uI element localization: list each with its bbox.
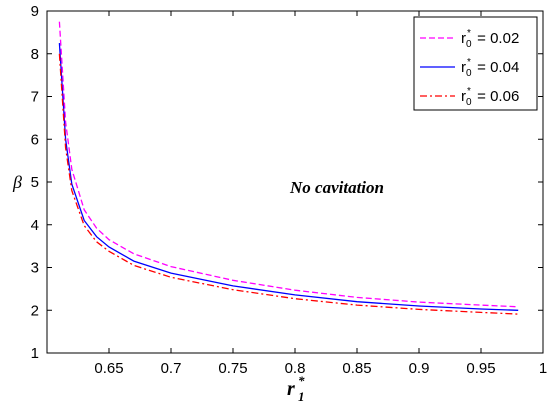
y-axis-label: β	[12, 172, 22, 192]
y-tick-label: 1	[31, 345, 39, 362]
x-axis: 0.65 0.7 0.75 0.8 0.85 0.9 0.95 1	[94, 11, 547, 377]
series-line-1	[58, 21, 519, 308]
x-tick-label: 0.85	[342, 360, 371, 377]
series-line-2	[58, 43, 519, 311]
y-tick-label: 7	[31, 89, 39, 106]
legend-entry-1: r* 0 = 0.02	[420, 28, 519, 50]
x-tick-label: 0.8	[285, 360, 306, 377]
y-tick-label: 9	[31, 3, 39, 20]
y-tick-label: 3	[31, 260, 39, 277]
legend-label: r* 0 = 0.06	[461, 86, 519, 108]
series-layer	[58, 21, 519, 315]
x-tick-label: 0.65	[94, 360, 123, 377]
x-axis-label-superscript: *	[298, 373, 305, 388]
legend-entry-2: r* 0 = 0.04	[420, 57, 519, 79]
legend-entry-3: r* 0 = 0.06	[420, 86, 519, 108]
y-tick-label: 5	[31, 174, 39, 191]
y-axis: 1 2 3 4 5 6 7 8 9	[31, 3, 543, 362]
legend-label: r* 0 = 0.02	[461, 28, 519, 50]
x-tick-label: 0.75	[218, 360, 247, 377]
y-tick-label: 4	[31, 217, 39, 234]
x-tick-label: 0.7	[161, 360, 182, 377]
x-tick-label: 1	[539, 360, 547, 377]
x-axis-label-subscript: 1	[298, 389, 305, 404]
legend: r* 0 = 0.02 r* 0 = 0.04 r* 0 = 0.06	[413, 16, 538, 111]
legend-label: r* 0 = 0.04	[461, 57, 519, 79]
x-tick-label: 0.95	[466, 360, 495, 377]
series-line-3	[58, 53, 519, 315]
y-tick-label: 6	[31, 131, 39, 148]
legend-box	[413, 16, 538, 111]
annotation-no-cavitation: No cavitation	[289, 178, 384, 197]
x-axis-label-main: r	[287, 378, 295, 400]
y-tick-label: 2	[31, 302, 39, 319]
legend-items: r* 0 = 0.02 r* 0 = 0.04 r* 0 = 0.06	[420, 28, 519, 108]
x-axis-label: r 1 *	[287, 373, 305, 404]
x-tick-label: 0.9	[409, 360, 430, 377]
y-tick-label: 8	[31, 46, 39, 63]
